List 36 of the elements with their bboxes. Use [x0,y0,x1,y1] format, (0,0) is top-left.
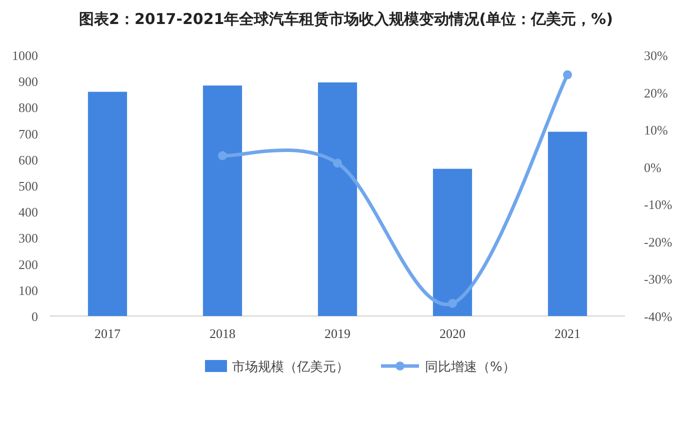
y-tick-label: 500 [18,178,38,194]
y-tick-label: 0 [32,309,38,324]
y-tick-label: 600 [18,152,38,168]
y-tick-label: 800 [18,100,38,116]
bar [318,82,358,316]
bar [548,132,588,316]
bar [202,86,242,316]
x-tick-label: 2019 [324,326,350,341]
y-tick-label: 900 [18,74,38,90]
y-tick-label: 200 [18,256,38,272]
y-tick-label: 100 [18,282,38,298]
y2-tick-label: 30% [644,48,668,63]
point [448,298,457,308]
y2-tick-label: -20% [644,234,672,250]
x-tick-label: 2017 [94,326,121,341]
y-tick-label: 700 [18,126,38,142]
y2-tick-label: -10% [644,197,672,212]
y2-tick-label: 0% [644,160,662,175]
chart-title: 图表2：2017-2021年全球汽车租赁市场收入规模变动情况(单位：亿美元，%) [79,10,613,28]
y-tick-label: 400 [18,204,38,220]
bar [432,168,472,316]
x-tick-label: 2020 [440,326,466,341]
point [563,70,572,80]
y2-tick-label: -30% [644,272,672,287]
x-tick-label: 2018 [210,326,236,341]
x-tick-label: 2021 [554,326,580,341]
y2-tick-label: 10% [644,122,668,138]
point [333,158,342,168]
y2-tick-label: 20% [644,85,668,100]
legend-label: 市场规模（亿美元） [232,359,349,375]
bar [88,92,128,316]
y2-tick-label: -40% [644,309,672,324]
legend-label: 同比增速（%） [425,360,516,375]
y-tick-label: 300 [18,230,38,246]
point [218,151,227,160]
y-tick-label: 1000 [12,48,38,63]
